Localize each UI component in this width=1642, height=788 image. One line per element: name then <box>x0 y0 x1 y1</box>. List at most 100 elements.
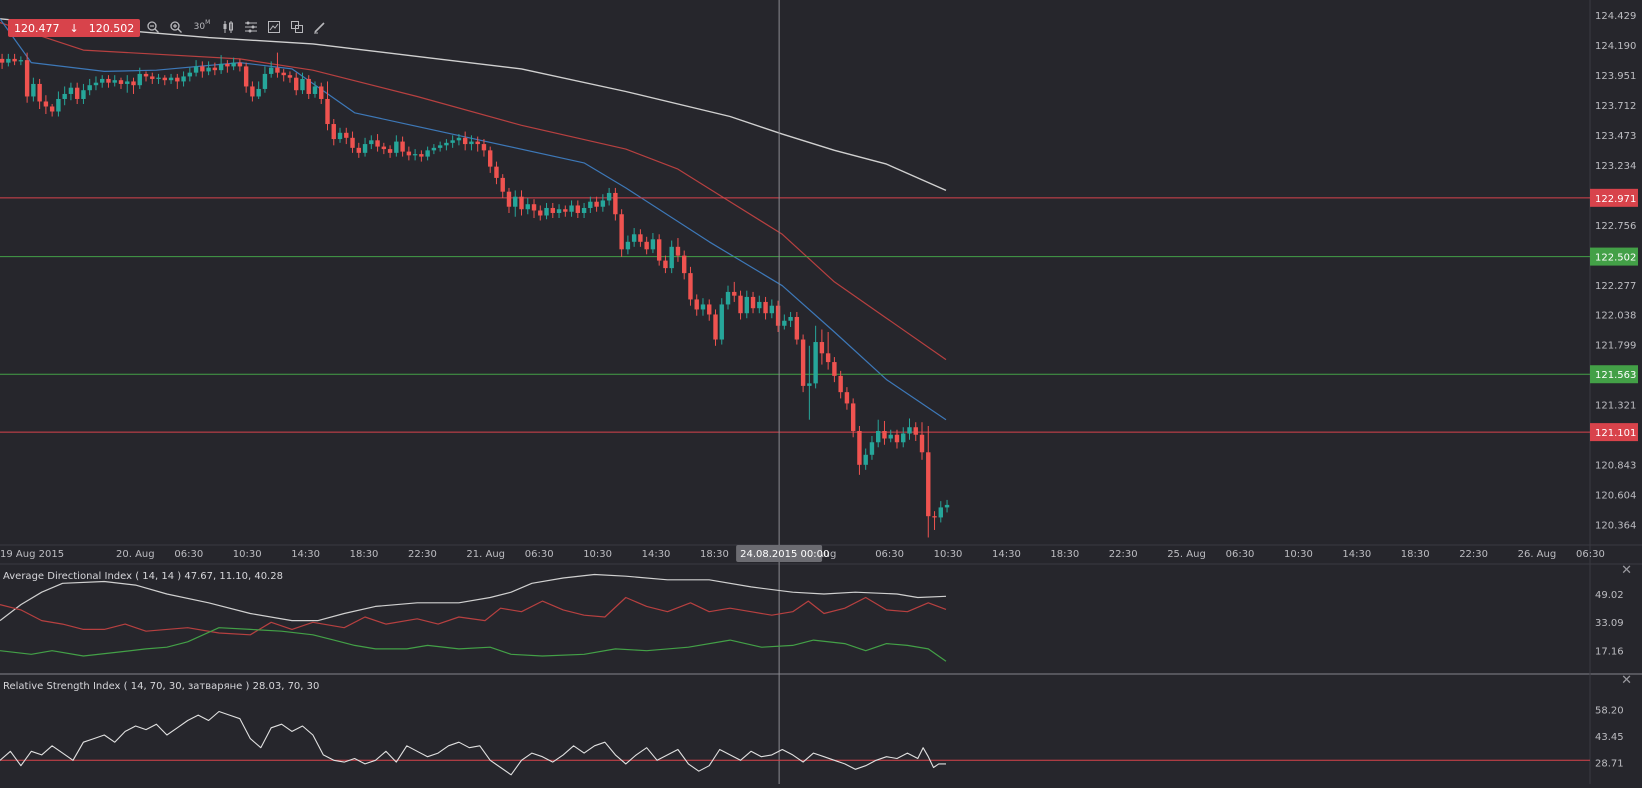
candle-body <box>519 196 524 210</box>
candle-body <box>375 140 380 147</box>
candle-body <box>932 516 937 518</box>
candle-body <box>125 81 130 84</box>
rsi-close-icon[interactable]: ✕ <box>1621 673 1632 688</box>
candle-body <box>74 87 80 99</box>
adx-close-icon[interactable]: ✕ <box>1621 563 1632 578</box>
candle-body <box>143 73 149 77</box>
candle-body <box>844 392 850 404</box>
y-tick-label: 123.473 <box>1595 131 1636 142</box>
timeframe-icon[interactable]: 30 M <box>192 19 212 34</box>
candle-body <box>638 234 643 242</box>
layers-icon[interactable] <box>290 20 304 34</box>
x-tick-label: 18:30 <box>700 549 729 560</box>
level-badge <box>1590 247 1638 266</box>
candle-body <box>825 353 831 363</box>
rsi-y-tick: 43.45 <box>1595 732 1624 743</box>
x-tick-label: 10:30 <box>1284 549 1313 560</box>
candle-body <box>68 87 74 94</box>
level-badge <box>1590 423 1638 442</box>
y-tick-label: 121.799 <box>1595 341 1636 352</box>
candle-body <box>100 78 105 83</box>
y-tick-label: 123.712 <box>1595 101 1636 112</box>
x-tick-label: 22:30 <box>408 549 437 560</box>
candle-body <box>800 339 806 386</box>
candle-body <box>150 76 155 79</box>
candle-body <box>381 146 387 150</box>
candle-body <box>732 291 737 296</box>
candle-body <box>437 145 443 148</box>
drawing-icon[interactable] <box>267 20 281 34</box>
candle-body <box>344 132 349 138</box>
sma-mid-line <box>0 22 947 361</box>
candle-body <box>431 147 437 151</box>
x-tick-label: 06:30 <box>875 549 904 560</box>
candle-body <box>294 77 299 91</box>
x-tick-label: 19 Aug 2015 <box>0 549 64 560</box>
candle-body <box>319 86 324 99</box>
candle-body <box>550 207 555 213</box>
x-tick-label: 10:30 <box>583 549 612 560</box>
candle-body <box>857 430 862 465</box>
candle-body <box>807 383 812 386</box>
candle-body <box>262 73 268 89</box>
pencil-icon[interactable] <box>313 20 327 34</box>
candle-body <box>31 83 36 97</box>
adx-plus_di-line <box>0 596 947 636</box>
indicators-icon[interactable] <box>244 20 258 34</box>
rsi-line <box>0 710 946 776</box>
candle-body <box>613 192 618 215</box>
candle-body <box>181 76 186 82</box>
sma-short-line <box>0 18 947 421</box>
candle-body <box>619 214 624 250</box>
candle-body <box>81 90 86 99</box>
candle-body <box>369 140 374 145</box>
candle-body <box>131 81 136 86</box>
sma-long-line <box>0 18 947 192</box>
candle-body <box>644 241 649 250</box>
zoom-out-icon[interactable] <box>146 20 160 34</box>
candle-body <box>713 314 718 340</box>
candle-body <box>763 301 768 314</box>
x-tick-label: 10:30 <box>934 549 963 560</box>
y-tick-label: 120.843 <box>1595 460 1636 471</box>
candle-body <box>594 201 599 207</box>
candle-body <box>556 209 562 213</box>
rsi-title: Relative Strength Index ( 14, 70, 30, за… <box>3 681 320 692</box>
candle-body <box>56 98 61 112</box>
candle-body <box>49 106 55 112</box>
zoom-in-icon[interactable] <box>169 20 183 34</box>
candle-body <box>675 246 681 256</box>
candle-body <box>225 63 230 67</box>
price-chip[interactable]: 120.477 ↓ 120.502 <box>8 19 141 37</box>
candle-body <box>606 192 612 201</box>
candle-body <box>137 73 142 86</box>
y-tick-label: 123.234 <box>1595 161 1636 172</box>
candle-body <box>6 58 11 63</box>
candle-body <box>243 66 249 87</box>
candle-body <box>400 141 405 152</box>
candle-body <box>425 150 430 157</box>
x-tick-label: 22:30 <box>1459 549 1488 560</box>
level-label: 121.101 <box>1595 428 1636 439</box>
candle-body <box>775 305 781 326</box>
y-tick-label: 120.604 <box>1595 490 1636 501</box>
candle-body <box>193 66 199 73</box>
down-arrow-icon: ↓ <box>69 21 79 35</box>
adx-minus_di-line <box>0 627 947 662</box>
candle-body <box>462 137 468 145</box>
candle-type-icon[interactable] <box>221 20 235 34</box>
x-tick-label: 20. Aug <box>116 549 155 560</box>
y-tick-label: 123.951 <box>1595 71 1636 82</box>
candle-body <box>268 67 274 74</box>
candle-body <box>212 67 218 71</box>
candle-body <box>275 67 280 73</box>
candle-body <box>412 154 418 156</box>
x-tick-label: 06:30 <box>1576 549 1605 560</box>
y-tick-label: 122.756 <box>1595 221 1636 232</box>
timeframe-label: 30 <box>193 22 206 32</box>
candle-body <box>869 442 875 455</box>
candle-body <box>494 166 499 178</box>
candle-body <box>794 316 800 340</box>
